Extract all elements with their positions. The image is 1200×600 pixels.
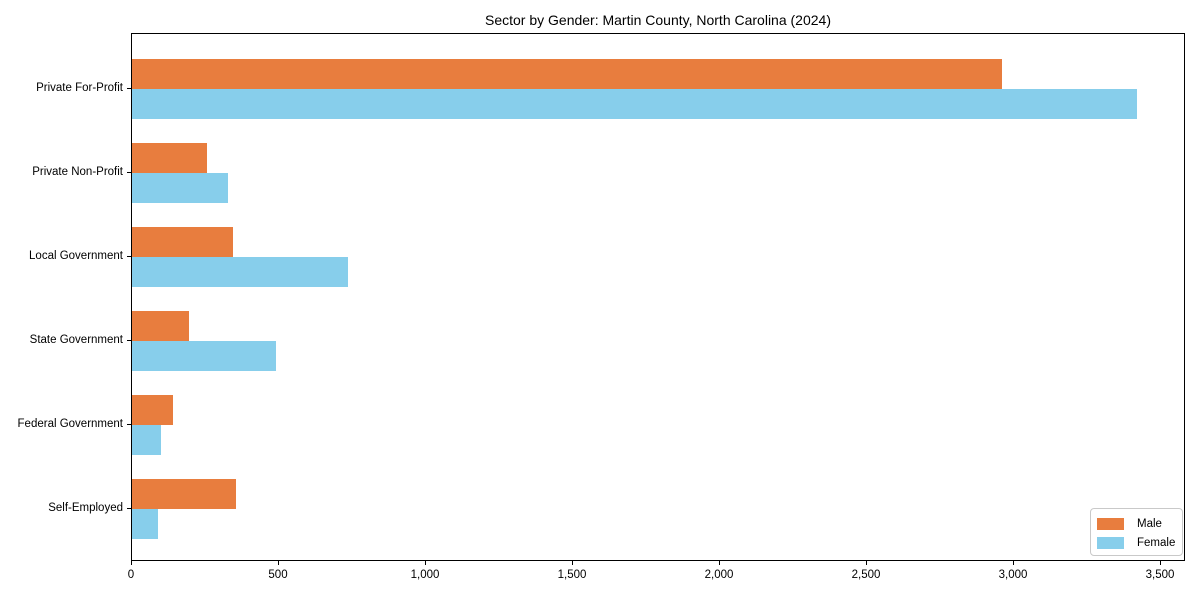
bar-female-local-government [132, 257, 348, 287]
x-tick-label-0: 0 [127, 569, 135, 581]
x-tick-label-3000: 3,000 [998, 569, 1028, 581]
x-tick-label-500: 500 [268, 569, 288, 581]
x-tick-label-1500: 1,500 [557, 569, 587, 581]
bar-male-local-government [132, 227, 233, 257]
bar-female-state-government [132, 341, 276, 371]
x-tick-label-1000: 1,000 [410, 569, 440, 581]
x-tick-label-2500: 2,500 [851, 569, 881, 581]
x-tick-0 [131, 561, 132, 565]
legend-label-male: Male [1137, 518, 1162, 530]
legend: Male Female [1090, 508, 1183, 556]
bar-male-private-non-profit [132, 143, 207, 173]
y-axis-label-private-for-profit: Private For-Profit [36, 82, 123, 94]
y-tick-local-government [127, 256, 131, 257]
plot-area [131, 33, 1185, 561]
y-tick-self-employed [127, 508, 131, 509]
bar-male-self-employed [132, 479, 236, 509]
x-tick-2500 [866, 561, 867, 565]
bar-female-federal-government [132, 425, 161, 455]
bar-female-self-employed [132, 509, 158, 539]
y-tick-private-for-profit [127, 88, 131, 89]
y-axis-label-federal-government: Federal Government [17, 418, 123, 430]
y-tick-private-non-profit [127, 172, 131, 173]
x-tick-label-2000: 2,000 [704, 569, 734, 581]
legend-item-female: Female [1097, 534, 1182, 552]
x-tick-1000 [425, 561, 426, 565]
legend-label-female: Female [1137, 537, 1176, 549]
bar-male-federal-government [132, 395, 173, 425]
legend-item-male: Male [1097, 515, 1182, 533]
y-axis-label-private-non-profit: Private Non-Profit [32, 166, 123, 178]
bar-male-state-government [132, 311, 189, 341]
legend-swatch-female [1097, 537, 1124, 549]
y-axis-label-local-government: Local Government [29, 250, 123, 262]
x-tick-3500 [1160, 561, 1161, 565]
x-tick-1500 [572, 561, 573, 565]
chart-title: Sector by Gender: Martin County, North C… [484, 12, 831, 28]
y-axis-label-state-government: State Government [29, 334, 123, 346]
bar-female-private-for-profit [132, 89, 1137, 119]
x-tick-label-3500: 3,500 [1145, 569, 1175, 581]
y-tick-state-government [127, 340, 131, 341]
bar-male-private-for-profit [132, 59, 1002, 89]
bar-female-private-non-profit [132, 173, 228, 203]
y-axis-label-self-employed: Self-Employed [48, 502, 123, 514]
x-tick-3000 [1013, 561, 1014, 565]
y-tick-federal-government [127, 424, 131, 425]
x-tick-500 [278, 561, 279, 565]
legend-swatch-male [1097, 518, 1124, 530]
x-tick-2000 [719, 561, 720, 565]
